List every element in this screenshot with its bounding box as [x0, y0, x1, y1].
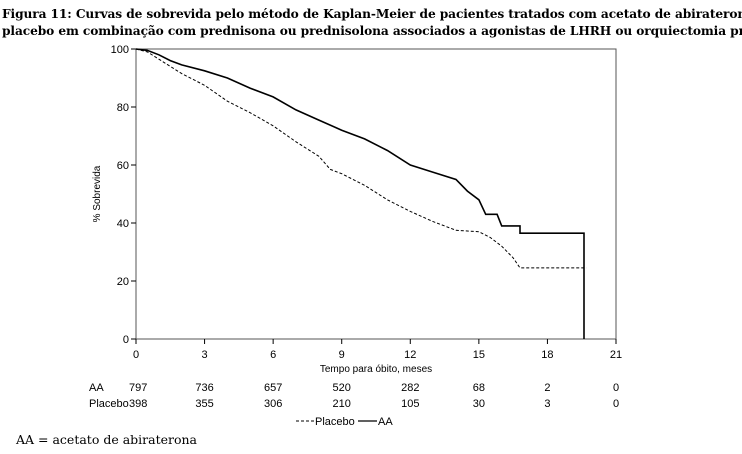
risk-value: 657 [264, 382, 282, 394]
x-tick-label: 9 [339, 349, 345, 361]
plot-frame [135, 48, 617, 340]
x-tick-label: 12 [404, 349, 416, 361]
risk-value: 2 [544, 382, 550, 394]
figure-caption: Figura 11: Curvas de sobrevida pelo méto… [2, 6, 742, 40]
risk-value: 398 [129, 398, 147, 410]
risk-value: 105 [401, 398, 419, 410]
footnote: AA = acetato de abiraterona [16, 432, 197, 447]
risk-value: 355 [195, 398, 213, 410]
risk-value: 520 [333, 382, 351, 394]
y-tick-label: 100 [111, 44, 129, 56]
risk-value: 0 [613, 398, 619, 410]
risk-value: 306 [264, 398, 282, 410]
risk-value: 797 [129, 382, 147, 394]
risk-value: 68 [473, 382, 485, 394]
y-tick-label: 20 [117, 276, 129, 288]
caption-line-2: placebo em combinação com prednisona ou … [2, 24, 742, 38]
x-tick-label: 6 [270, 349, 276, 361]
y-tick-label: 80 [117, 102, 129, 114]
x-tick-label: 15 [473, 349, 485, 361]
legend-label-aa: AA [378, 416, 393, 428]
risk-value: 3 [544, 398, 550, 410]
caption-line-1: Figura 11: Curvas de sobrevida pelo méto… [2, 7, 742, 21]
risk-value: 736 [195, 382, 213, 394]
y-tick-label: 40 [117, 218, 129, 230]
x-axis-label: Tempo para óbito, meses [320, 364, 432, 375]
risk-value: 30 [473, 398, 485, 410]
risk-value: 210 [333, 398, 351, 410]
x-tick-label: 3 [202, 349, 208, 361]
x-tick-label: 0 [133, 349, 139, 361]
risk-value: 0 [613, 382, 619, 394]
risk-value: 282 [401, 382, 419, 394]
x-tick-label: 18 [541, 349, 553, 361]
x-tick-label: 21 [610, 349, 622, 361]
y-axis-label: % Sobrevida [92, 165, 103, 222]
y-tick-label: 60 [117, 160, 129, 172]
legend-label-placebo: Placebo [315, 416, 355, 428]
y-tick-label: 0 [123, 334, 129, 346]
risk-row-label: AA [89, 382, 104, 394]
series-line-placebo [135, 48, 587, 269]
risk-row-label: Placebo [89, 398, 129, 410]
series-line-aa [135, 48, 585, 339]
